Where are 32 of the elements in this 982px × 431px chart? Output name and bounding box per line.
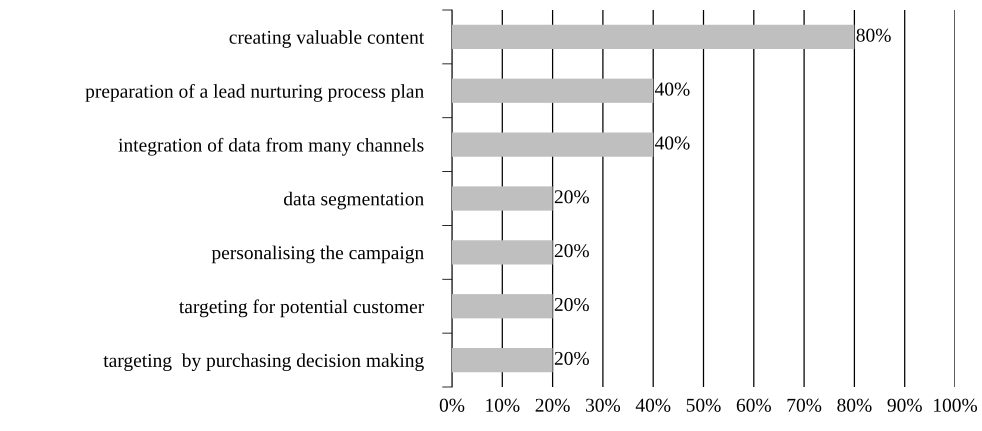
bar [452, 24, 854, 50]
x-tick-label: 80% [837, 398, 872, 412]
bar [452, 294, 553, 318]
x-tick-label: 70% [788, 398, 822, 412]
bar [452, 240, 553, 264]
x-tick-label: 10% [486, 398, 520, 412]
data-label: 80% [856, 28, 891, 42]
data-label: 20% [554, 352, 589, 365]
y-tick-label: preparation of a lead nurturing process plan [85, 84, 424, 102]
x-tick-label: 20% [536, 398, 570, 412]
bar [452, 78, 654, 103]
bar [452, 132, 654, 157]
x-tick-label: 90% [888, 398, 922, 412]
y-tick-label: integration of data from many channels [118, 138, 424, 156]
y-tick-label: creating valuable content [230, 30, 424, 48]
y-tick-label: data segmentation [284, 192, 424, 210]
x-tick-label: 60% [736, 398, 771, 412]
x-tick-label: 30% [586, 398, 620, 412]
data-label: 20% [554, 298, 589, 312]
y-tick-label: personalising the campaign [212, 246, 424, 264]
x-tick-label: 50% [686, 398, 721, 412]
y-tick-label: targeting for potential customer [179, 299, 424, 318]
data-label: 20% [554, 244, 589, 258]
data-label: 40% [654, 136, 690, 150]
bar [452, 348, 553, 372]
x-tick-label: 100% [934, 398, 978, 412]
bar [452, 186, 553, 211]
x-tick-label: 40% [636, 398, 670, 412]
x-tick-label: 0% [440, 398, 464, 412]
data-label: 20% [554, 190, 589, 204]
y-tick-label: targeting by purchasing decision making [103, 353, 424, 372]
data-label: 40% [654, 82, 690, 96]
